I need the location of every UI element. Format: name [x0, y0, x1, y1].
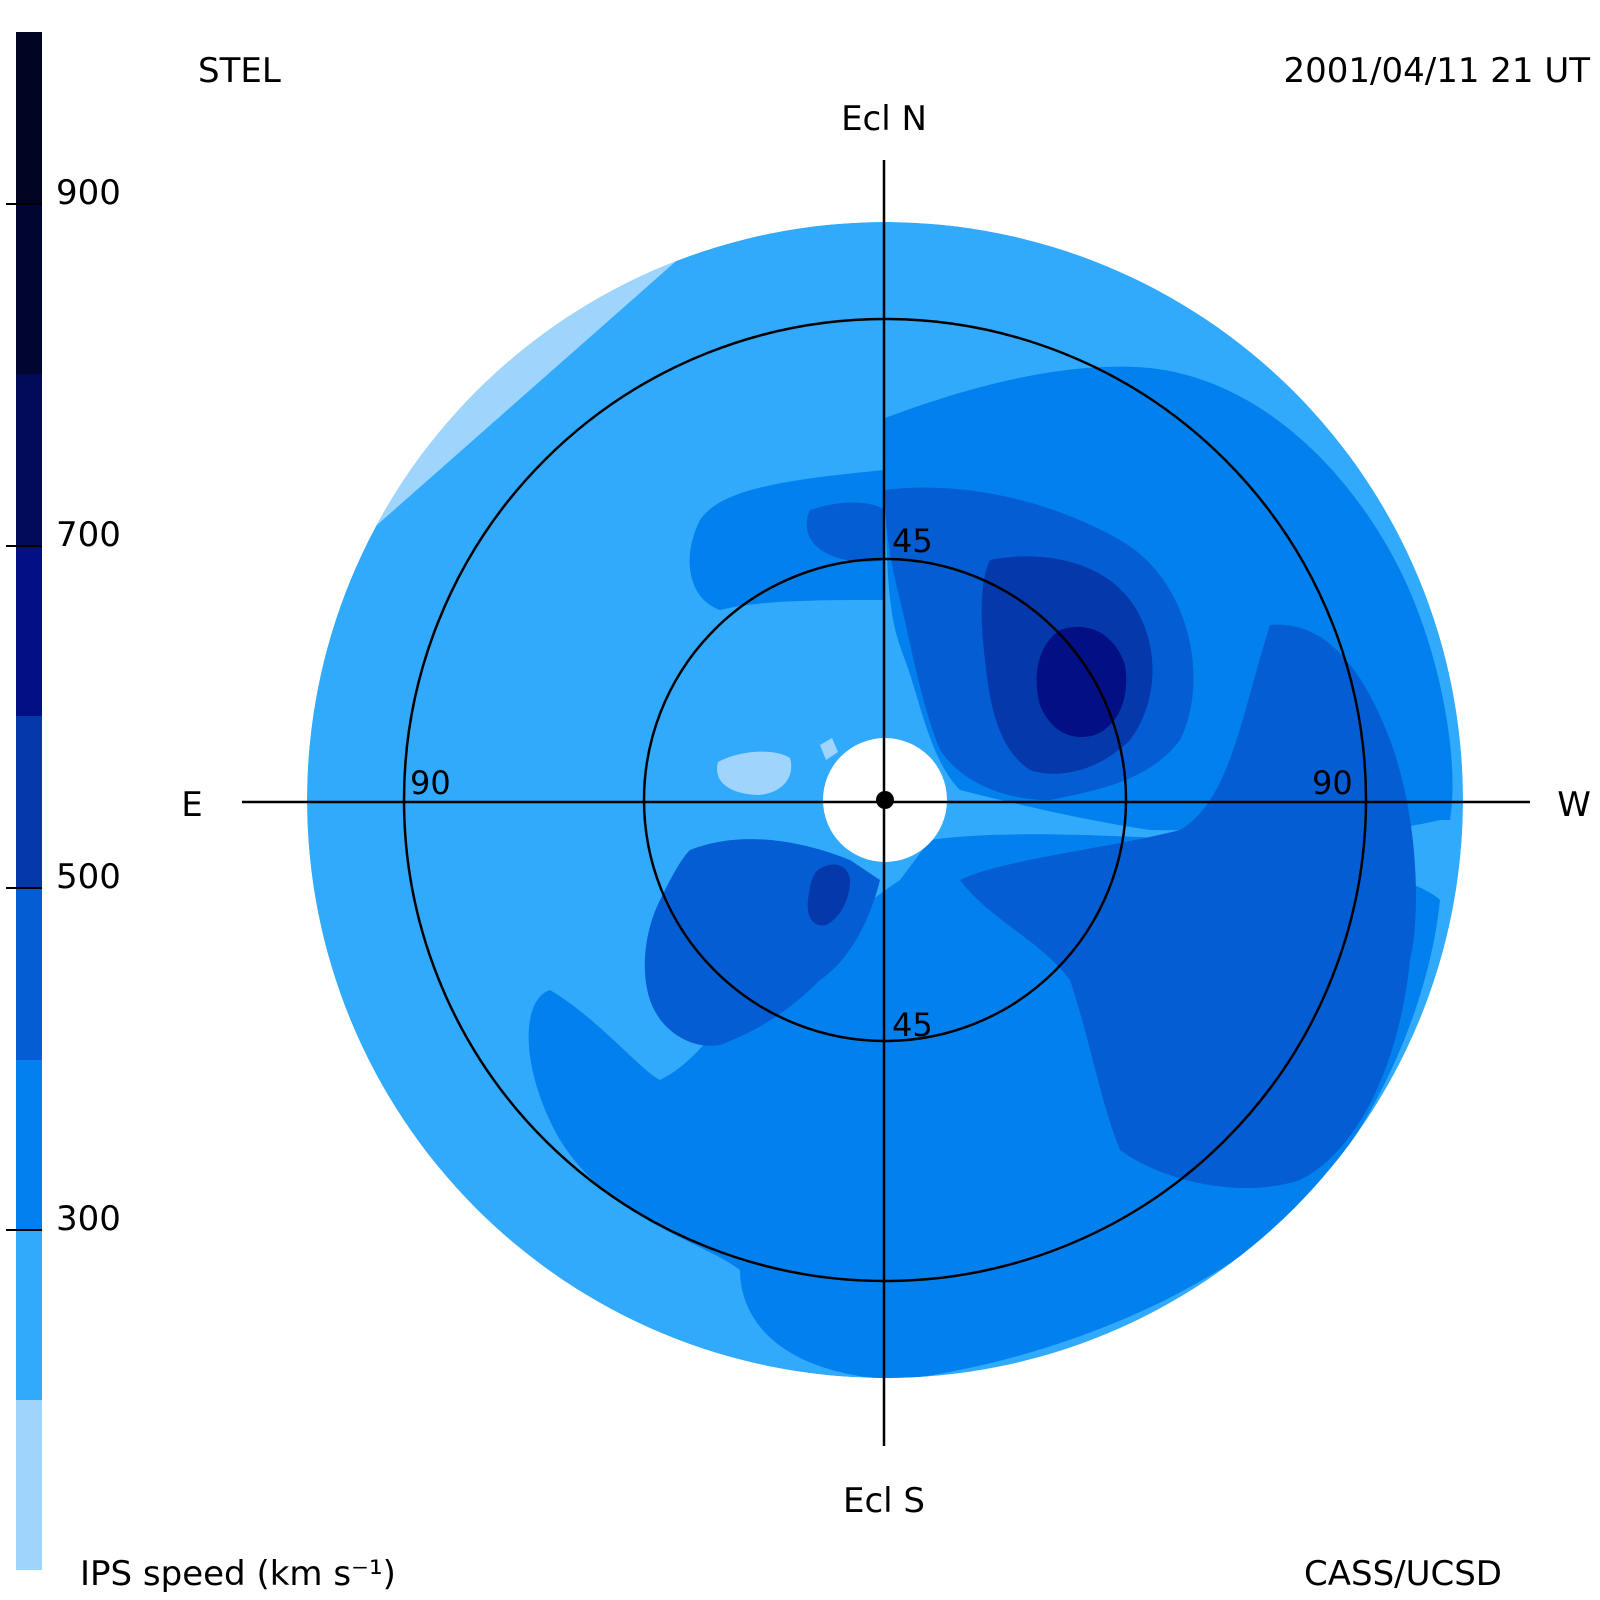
colorbar-tick-label: 700 — [56, 515, 121, 555]
speed-region — [1036, 626, 1127, 737]
colorbar-title: IPS speed (km s⁻¹) — [80, 1554, 396, 1594]
credit-label: CASS/UCSD — [1304, 1554, 1502, 1594]
colorbar-band — [16, 1228, 42, 1400]
colorbar-band — [16, 372, 42, 546]
colorbar-band — [16, 544, 42, 716]
colorbar-band — [16, 32, 42, 204]
colorbar-band — [16, 202, 42, 374]
speed-region — [960, 624, 1416, 1189]
observatory-label: STEL — [198, 51, 281, 91]
direction-south: Ecl S — [843, 1481, 925, 1521]
ring-label-45-north: 45 — [892, 522, 933, 560]
colorbar-band — [16, 1058, 42, 1230]
ring-label-90-east: 90 — [410, 764, 451, 802]
speed-region — [807, 864, 850, 926]
speed-region — [307, 240, 700, 580]
colorbar-band — [16, 1398, 42, 1570]
direction-west: W — [1557, 785, 1591, 825]
colorbar: 900 700 500 300 — [6, 32, 121, 1570]
colorbar-tick-label: 300 — [56, 1199, 121, 1239]
colorbar-tick-label: 900 — [56, 173, 121, 213]
direction-north: Ecl N — [841, 99, 927, 139]
colorbar-band — [16, 714, 42, 888]
colorbar-band — [16, 886, 42, 1060]
ring-label-45-south: 45 — [892, 1006, 933, 1044]
ring-label-90-west: 90 — [1312, 764, 1353, 802]
speed-region — [717, 751, 792, 795]
datetime-label: 2001/04/11 21 UT — [1284, 51, 1591, 91]
direction-east: E — [181, 785, 202, 825]
speed-region — [820, 738, 838, 760]
speed-region — [806, 502, 885, 562]
colorbar-tick-label: 500 — [56, 857, 121, 897]
